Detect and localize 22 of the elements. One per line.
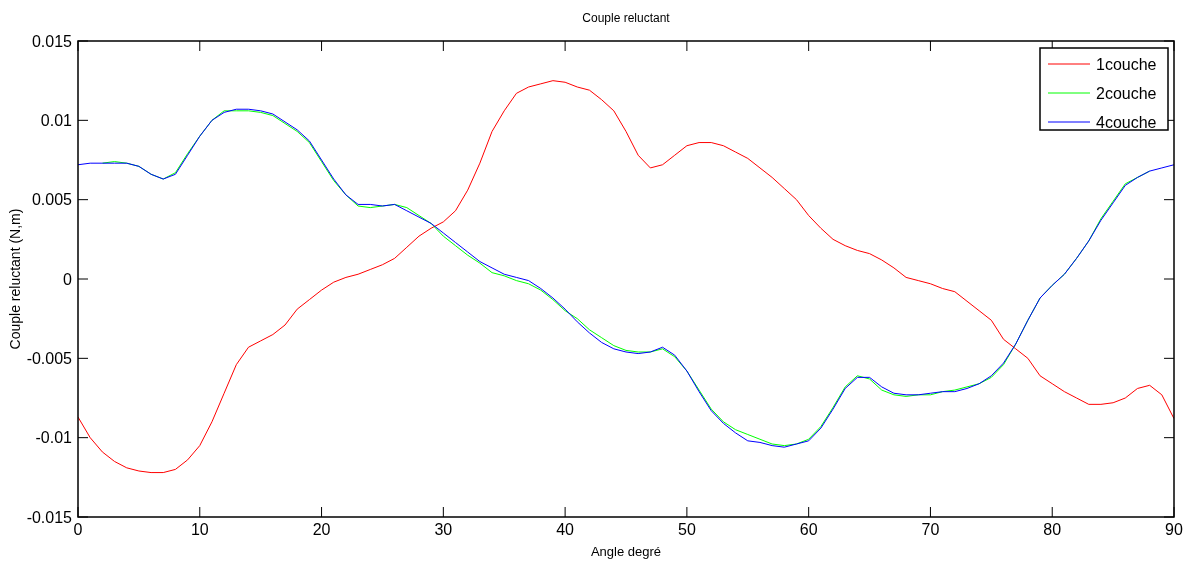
y-tick-label: -0.015 bbox=[26, 508, 73, 526]
y-axis-title: Couple reluctant (N,m) bbox=[7, 208, 23, 350]
legend-label: 1couche bbox=[1096, 55, 1157, 73]
y-tick-label: 0 bbox=[63, 270, 73, 288]
legend-label: 2couche bbox=[1096, 84, 1157, 102]
y-tick-label: -0.01 bbox=[35, 429, 73, 447]
x-tick-label: 80 bbox=[1043, 521, 1062, 538]
x-tick-label: 30 bbox=[434, 521, 453, 538]
y-tick-label: 0.005 bbox=[31, 191, 73, 209]
x-tick-label: 20 bbox=[312, 521, 331, 538]
x-tick-label: 70 bbox=[921, 521, 940, 538]
y-tick-label: 0.01 bbox=[40, 111, 73, 129]
chart-title: Couple reluctant bbox=[582, 11, 671, 25]
y-tick-label: 0.015 bbox=[31, 32, 73, 50]
x-axis-title: Angle degré bbox=[590, 544, 662, 559]
y-tick-label: -0.005 bbox=[26, 349, 73, 367]
x-tick-label: 50 bbox=[677, 521, 696, 538]
x-tick-label: 60 bbox=[799, 521, 818, 538]
x-tick-label: 40 bbox=[556, 521, 575, 538]
legend-label: 4couche bbox=[1096, 113, 1157, 131]
x-tick-label: 10 bbox=[190, 521, 209, 538]
x-tick-label: 90 bbox=[1165, 521, 1183, 538]
